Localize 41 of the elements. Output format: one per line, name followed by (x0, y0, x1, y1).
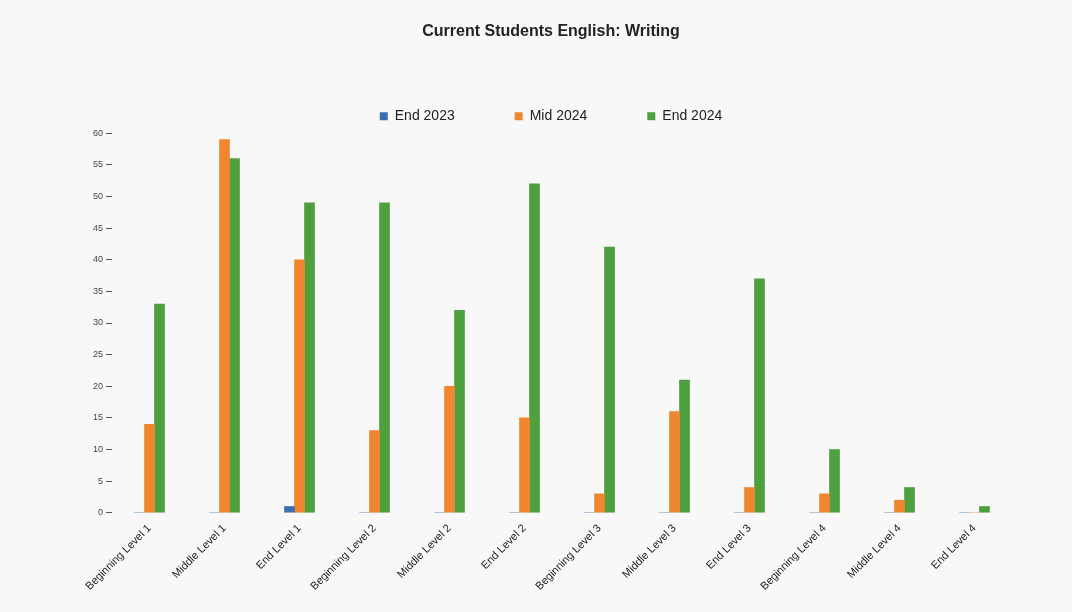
bar (154, 303, 165, 513)
y-tick-label: 20 (93, 380, 104, 391)
bar (979, 506, 990, 513)
y-tick-label: 45 (93, 222, 104, 233)
bar (144, 423, 155, 513)
legend-label: End 2024 (662, 107, 723, 124)
y-tick-label: 30 (93, 317, 104, 328)
y-tick-label: 10 (93, 444, 104, 455)
bar (529, 183, 540, 513)
bar (219, 139, 230, 513)
bar (229, 158, 240, 513)
y-tick-label: 50 (93, 190, 104, 201)
y-tick-label: 0 (98, 507, 104, 518)
bar (744, 487, 755, 513)
bar (679, 379, 690, 513)
bar (669, 411, 680, 513)
bar (604, 246, 615, 513)
y-tick-label: 40 (93, 254, 104, 265)
legend-label: End 2023 (394, 107, 455, 124)
bar (894, 499, 905, 513)
bar (284, 506, 295, 513)
bar (829, 449, 840, 513)
y-tick-label: 35 (93, 285, 104, 296)
bar (379, 202, 390, 513)
chart-title: Current Students English: Writing (422, 22, 680, 40)
legend-label: Mid 2024 (529, 107, 588, 124)
y-tick-label: 15 (93, 412, 104, 423)
bar (904, 487, 915, 513)
bar (454, 310, 465, 513)
bar (754, 278, 765, 513)
bar (369, 430, 380, 513)
y-tick-label: 60 (93, 127, 104, 138)
y-tick-label: 25 (93, 349, 104, 360)
y-tick-label: 5 (98, 475, 104, 486)
bar (294, 259, 305, 513)
bar (819, 493, 830, 513)
bar (444, 385, 455, 513)
bar (519, 417, 530, 513)
y-tick-label: 55 (93, 159, 104, 170)
bar (594, 493, 605, 513)
bar (304, 202, 315, 513)
